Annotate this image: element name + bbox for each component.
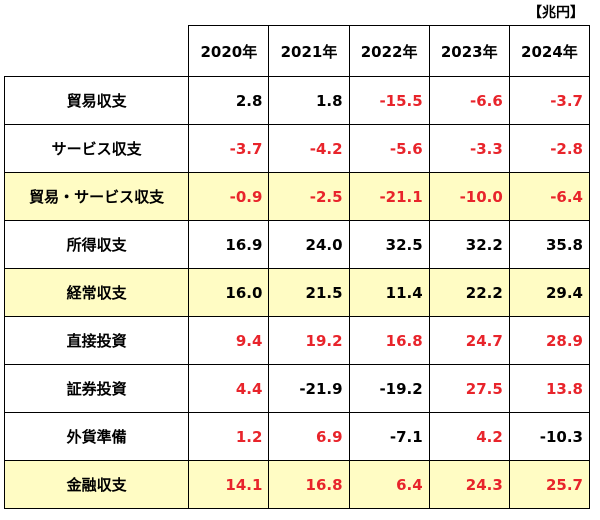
value-cell: 32.5 — [348, 220, 430, 269]
table-row-highlighted: 貿易・サービス収支 -0.9 -2.5 -21.1 -10.0 -6.4 — [3, 172, 591, 221]
value-cell: -5.6 — [348, 124, 430, 173]
value-cell: 24.7 — [428, 316, 510, 365]
table-row: 外貨準備 1.2 6.9 -7.1 4.2 -10.3 — [3, 412, 591, 461]
row-label: 貿易・サービス収支 — [3, 172, 190, 221]
value-cell: -21.1 — [348, 172, 430, 221]
table-row-highlighted: 金融収支 14.1 16.8 6.4 24.3 25.7 — [3, 460, 591, 509]
value-cell: 9.4 — [188, 316, 270, 365]
value-cell: 28.9 — [508, 316, 591, 365]
value-cell: -6.4 — [508, 172, 591, 221]
value-cell: -4.2 — [268, 124, 350, 173]
row-label: サービス収支 — [3, 124, 190, 173]
value-cell: 4.2 — [428, 412, 510, 461]
value-cell: 35.8 — [508, 220, 591, 269]
table-row-highlighted: 経常収支 16.0 21.5 11.4 22.2 29.4 — [3, 268, 591, 317]
year-header: 2020年 — [188, 25, 270, 77]
value-cell: -3.7 — [188, 124, 270, 173]
value-cell: 25.7 — [508, 460, 591, 509]
value-cell: -2.5 — [268, 172, 350, 221]
value-cell: 4.4 — [188, 364, 270, 413]
value-cell: -3.3 — [428, 124, 510, 173]
value-cell: 11.4 — [348, 268, 430, 317]
value-cell: 1.2 — [188, 412, 270, 461]
value-cell: 29.4 — [508, 268, 591, 317]
row-label: 経常収支 — [3, 268, 190, 317]
year-header: 2023年 — [428, 25, 510, 77]
table-row: 直接投資 9.4 19.2 16.8 24.7 28.9 — [3, 316, 591, 365]
value-cell: 24.0 — [268, 220, 350, 269]
header-row: 2020年 2021年 2022年 2023年 2024年 — [4, 25, 591, 77]
row-label: 貿易収支 — [3, 76, 190, 125]
value-cell: 16.8 — [268, 460, 350, 509]
balance-of-payments-table: 2020年 2021年 2022年 2023年 2024年 貿易収支 2.8 1… — [3, 25, 591, 509]
value-cell: 16.9 — [188, 220, 270, 269]
value-cell: -6.6 — [428, 76, 510, 125]
value-cell: 14.1 — [188, 460, 270, 509]
table-row: サービス収支 -3.7 -4.2 -5.6 -3.3 -2.8 — [3, 124, 591, 173]
value-cell: -2.8 — [508, 124, 591, 173]
value-cell: 16.0 — [188, 268, 270, 317]
table-row: 貿易収支 2.8 1.8 -15.5 -6.6 -3.7 — [3, 76, 591, 125]
value-cell: -21.9 — [268, 364, 350, 413]
value-cell: 6.9 — [268, 412, 350, 461]
value-cell: -10.3 — [508, 412, 591, 461]
value-cell: 27.5 — [428, 364, 510, 413]
value-cell: -10.0 — [428, 172, 510, 221]
value-cell: 13.8 — [508, 364, 591, 413]
value-cell: 24.3 — [428, 460, 510, 509]
value-cell: -19.2 — [348, 364, 430, 413]
value-cell: -3.7 — [508, 76, 591, 125]
row-label: 直接投資 — [3, 316, 190, 365]
table-row: 所得収支 16.9 24.0 32.5 32.2 35.8 — [3, 220, 591, 269]
year-header: 2022年 — [348, 25, 430, 77]
corner-cell — [4, 25, 190, 77]
table-row: 証券投資 4.4 -21.9 -19.2 27.5 13.8 — [3, 364, 591, 413]
value-cell: 22.2 — [428, 268, 510, 317]
value-cell: 32.2 — [428, 220, 510, 269]
year-header: 2024年 — [508, 25, 591, 77]
row-label: 証券投資 — [3, 364, 190, 413]
value-cell: -0.9 — [188, 172, 270, 221]
value-cell: 19.2 — [268, 316, 350, 365]
row-label: 外貨準備 — [3, 412, 190, 461]
value-cell: 1.8 — [268, 76, 350, 125]
value-cell: 16.8 — [348, 316, 430, 365]
value-cell: 6.4 — [348, 460, 430, 509]
row-label: 金融収支 — [3, 460, 190, 509]
year-header: 2021年 — [268, 25, 350, 77]
row-label: 所得収支 — [3, 220, 190, 269]
value-cell: 21.5 — [268, 268, 350, 317]
value-cell: -15.5 — [348, 76, 430, 125]
unit-label: 【兆円】 — [528, 5, 584, 21]
value-cell: 2.8 — [188, 76, 270, 125]
value-cell: -7.1 — [348, 412, 430, 461]
